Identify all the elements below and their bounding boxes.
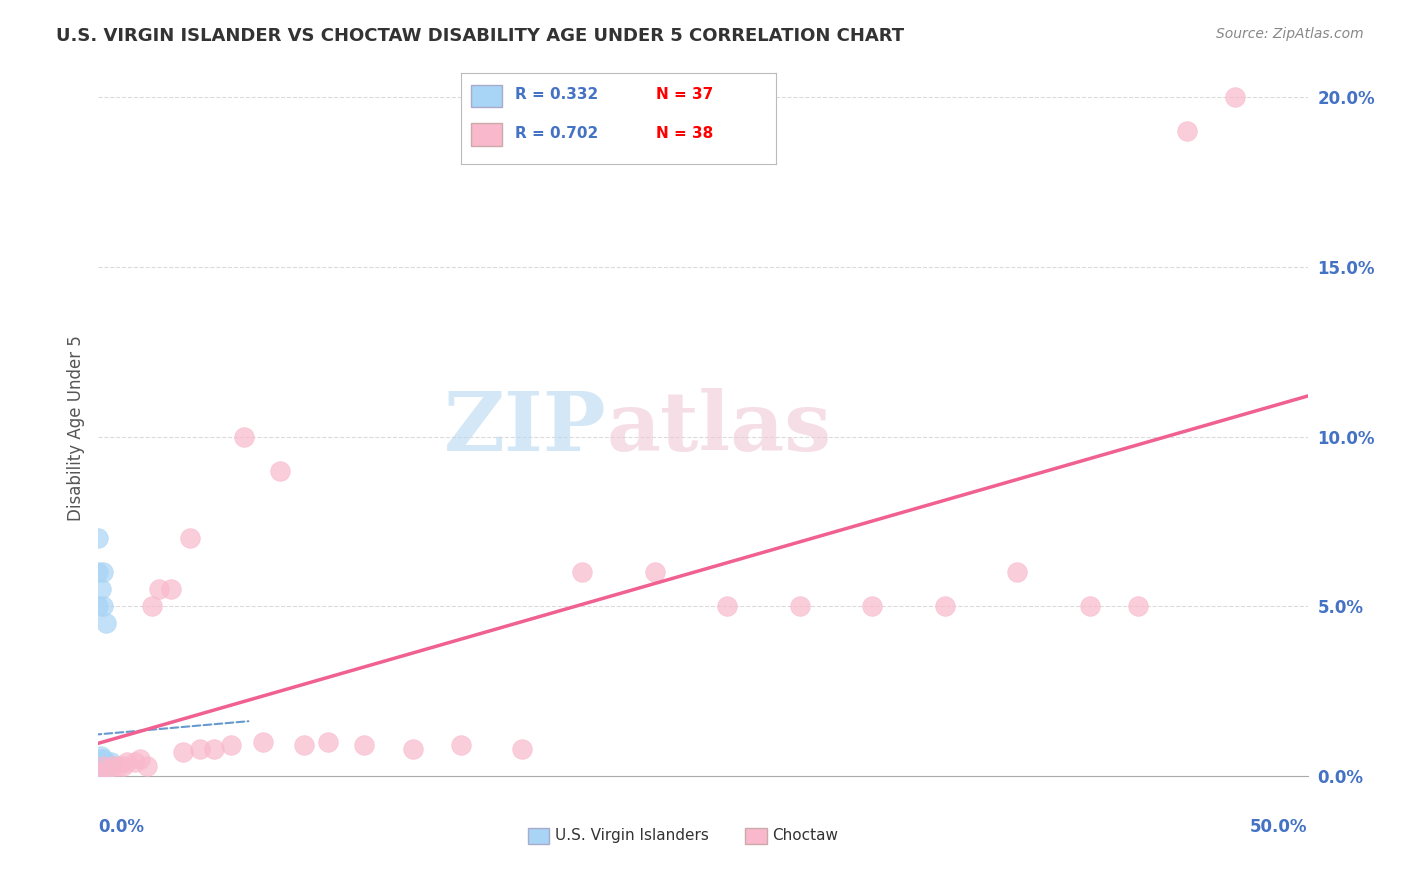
Point [97, 759, 120, 773]
Point [87, 532, 110, 546]
Point [87, 762, 110, 776]
Point [450, 739, 472, 753]
Point [87, 599, 110, 614]
Text: U.S. Virgin Islanders: U.S. Virgin Islanders [555, 828, 710, 843]
Point [860, 599, 883, 614]
Point [90, 752, 112, 766]
Point [510, 742, 533, 756]
Text: Source: ZipAtlas.com: Source: ZipAtlas.com [1216, 27, 1364, 41]
Point [91, 759, 114, 773]
Text: Choctaw: Choctaw [772, 828, 838, 843]
Text: 50.0%: 50.0% [1250, 818, 1308, 836]
Point [87, 566, 110, 580]
Text: 0.0%: 0.0% [98, 818, 145, 836]
Point [716, 599, 738, 614]
Point [87, 765, 110, 780]
Point [101, 759, 124, 773]
Point [90, 759, 112, 773]
Point [160, 582, 183, 597]
Point [90, 582, 112, 597]
Point [353, 739, 375, 753]
Point [1128, 599, 1150, 614]
Point [128, 752, 150, 766]
Point [141, 599, 163, 614]
Point [87, 769, 110, 783]
Point [94, 756, 117, 770]
Point [90, 762, 112, 776]
Point [179, 532, 201, 546]
Point [87, 765, 110, 780]
Point [644, 566, 666, 580]
Point [571, 566, 593, 580]
Point [87, 765, 110, 780]
Point [135, 759, 157, 773]
Point [87, 765, 110, 780]
Point [111, 759, 134, 773]
Point [148, 582, 170, 597]
Point [94, 762, 117, 776]
Y-axis label: Disability Age Under 5: Disability Age Under 5 [66, 335, 84, 521]
Point [90, 765, 112, 780]
Point [1175, 124, 1198, 138]
Point [292, 739, 315, 753]
Point [94, 616, 117, 631]
Point [87, 759, 110, 773]
Point [252, 735, 274, 749]
Point [204, 742, 226, 756]
Point [188, 742, 211, 756]
Point [87, 769, 110, 783]
Point [1007, 566, 1029, 580]
Text: U.S. VIRGIN ISLANDER VS CHOCTAW DISABILITY AGE UNDER 5 CORRELATION CHART: U.S. VIRGIN ISLANDER VS CHOCTAW DISABILI… [56, 27, 904, 45]
Point [1223, 90, 1246, 104]
Point [91, 765, 114, 780]
Point [90, 759, 112, 773]
Point [117, 756, 139, 770]
Point [934, 599, 956, 614]
Point [221, 739, 243, 753]
Point [87, 769, 110, 783]
Point [90, 756, 112, 770]
Text: atlas: atlas [606, 388, 831, 468]
Point [107, 759, 129, 773]
Point [90, 748, 112, 763]
Point [172, 745, 194, 759]
Text: ZIP: ZIP [444, 388, 606, 468]
Point [402, 742, 425, 756]
Point [100, 756, 122, 770]
Point [90, 765, 112, 780]
Point [90, 765, 112, 780]
FancyBboxPatch shape [745, 828, 768, 844]
Point [124, 756, 146, 770]
Point [316, 735, 339, 749]
Point [87, 762, 110, 776]
Point [1078, 599, 1101, 614]
Point [87, 765, 110, 780]
Point [91, 759, 114, 773]
Point [87, 756, 110, 770]
FancyBboxPatch shape [527, 828, 550, 844]
Point [90, 762, 112, 776]
Point [789, 599, 811, 614]
Point [269, 464, 291, 478]
Point [232, 430, 254, 444]
Point [97, 762, 120, 776]
Point [91, 762, 114, 776]
Point [87, 769, 110, 783]
Point [91, 566, 114, 580]
Point [91, 599, 114, 614]
Point [91, 752, 114, 766]
